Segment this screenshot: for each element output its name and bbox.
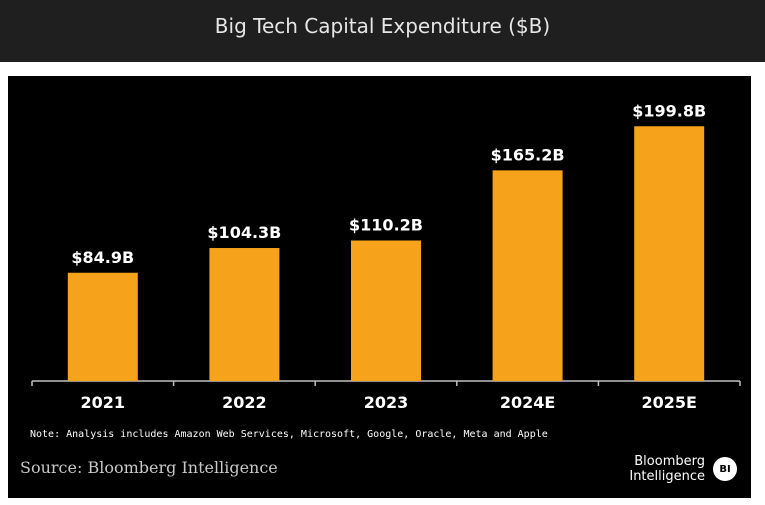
x-tick-label-2022: 2022 (222, 393, 267, 412)
bar-2024E (492, 170, 563, 381)
chart-note: Note: Analysis includes Amazon Web Servi… (30, 429, 548, 440)
bar-2022 (209, 248, 280, 381)
bar-2023 (351, 240, 421, 381)
brand-line-1: Bloomberg (634, 454, 705, 469)
chart-source: Source: Bloomberg Intelligence (20, 458, 278, 477)
chart-title: Big Tech Capital Expenditure ($B) (214, 14, 551, 38)
data-label-2025E: $199.8B (632, 101, 706, 120)
bar-2021 (67, 272, 138, 381)
data-label-2021: $84.9B (71, 248, 134, 267)
x-tick-label-2025E: 2025E (641, 393, 696, 412)
x-tick-label-2023: 2023 (364, 393, 409, 412)
x-tick-label-2024E: 2024E (500, 393, 555, 412)
title-bar: Big Tech Capital Expenditure ($B) (0, 0, 765, 62)
x-tick-label-2021: 2021 (81, 393, 126, 412)
bloomberg-intelligence-logo: Bloomberg Intelligence BI (629, 454, 737, 484)
bar-2025E (634, 126, 705, 381)
data-label-2024E: $165.2B (491, 145, 565, 164)
data-label-2022: $104.3B (207, 223, 281, 242)
brand-wordmark: Bloomberg Intelligence (629, 454, 705, 484)
chart-panel: $84.9B 2021 $104.3B 2022 $110.2B 2023 $165.2B 2… (8, 76, 751, 498)
bi-badge-icon: BI (713, 457, 737, 481)
data-label-2023: $110.2B (349, 215, 423, 234)
bar-chart: $84.9B 2021 $104.3B 2022 $110.2B 2023 $165.2B 2… (31, 101, 741, 412)
brand-line-2: Intelligence (629, 469, 705, 484)
